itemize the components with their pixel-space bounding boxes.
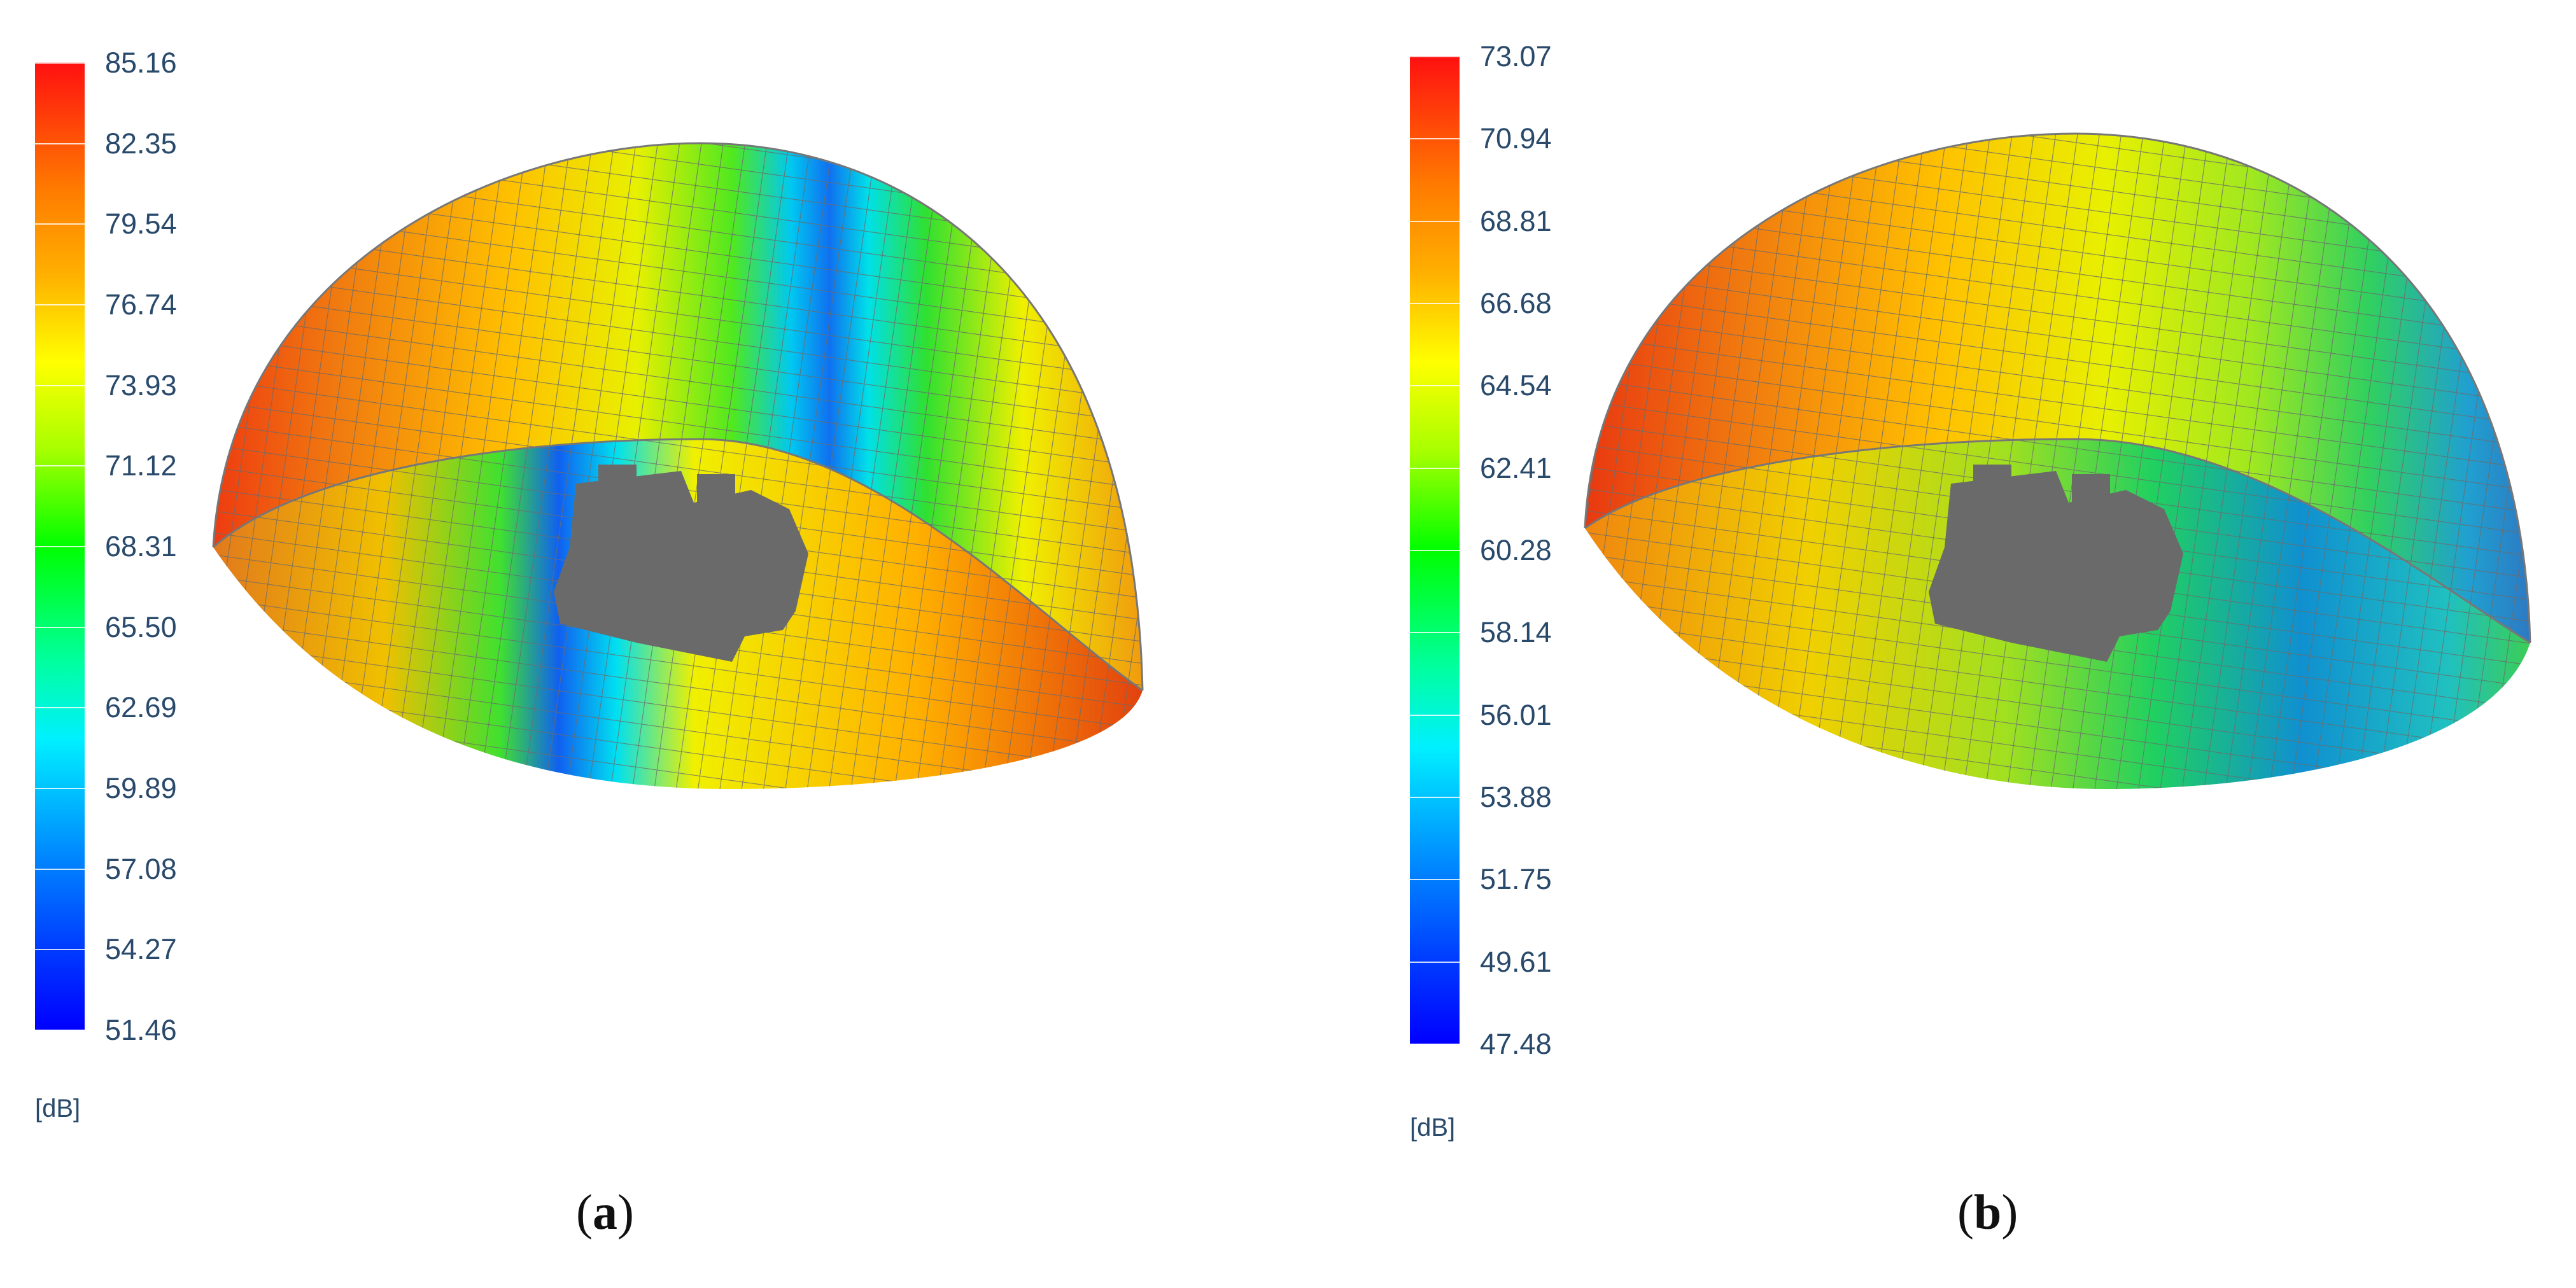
colorbar-tick-mark bbox=[1410, 56, 1460, 57]
colorbar-tick-label: 70.94 bbox=[1480, 122, 1552, 155]
colorbar-tick-label: 82.35 bbox=[105, 127, 177, 160]
colorbar-tick-label: 47.48 bbox=[1480, 1028, 1552, 1060]
colorbar-tick-label: 58.14 bbox=[1480, 616, 1552, 649]
colorbar-tick-label: 65.50 bbox=[105, 610, 177, 643]
colorbar-tick-label: 62.41 bbox=[1480, 451, 1552, 484]
colorbar-tick-mark bbox=[1410, 879, 1460, 881]
machine-object-a bbox=[554, 465, 808, 662]
colorbar-tick-label: 59.89 bbox=[105, 772, 177, 804]
colorbar-tick-mark bbox=[1410, 303, 1460, 304]
colorbar-tick-label: 57.08 bbox=[105, 852, 177, 885]
colorbar-tick-mark bbox=[1410, 467, 1460, 469]
colorbar-tick-mark bbox=[1410, 220, 1460, 222]
colorbar-tick-mark bbox=[35, 546, 85, 547]
colorbar-tick-label: 71.12 bbox=[105, 449, 177, 482]
colorbar-tick-mark bbox=[35, 465, 85, 467]
colorbar-tick-label: 85.16 bbox=[105, 46, 177, 79]
colorbar-tick-mark bbox=[1410, 550, 1460, 551]
colorbar-tick-label: 56.01 bbox=[1480, 698, 1552, 731]
colorbar-tick-mark bbox=[35, 949, 85, 951]
colorbar-tick-label: 49.61 bbox=[1480, 945, 1552, 978]
colorbar-tick-mark bbox=[1410, 385, 1460, 387]
colorbar-tick-mark bbox=[1410, 714, 1460, 716]
hemisphere-plot-a bbox=[212, 142, 1144, 789]
colorbar-tick-mark bbox=[35, 304, 85, 305]
colorbar-tick-mark bbox=[35, 626, 85, 628]
unit-label-a: [dB] bbox=[35, 1095, 81, 1123]
colorbar-tick-label: 51.46 bbox=[105, 1014, 177, 1046]
colorbar-tick-label: 66.68 bbox=[1480, 287, 1552, 319]
colorbar-tick-label: 53.88 bbox=[1480, 781, 1552, 813]
hemisphere-plot-b bbox=[1584, 132, 2531, 789]
caption-b: (b) bbox=[1957, 1184, 2018, 1240]
colorbar-tick-mark bbox=[35, 143, 85, 144]
colorbar-tick-mark bbox=[35, 384, 85, 386]
colorbar-tick-label: 64.54 bbox=[1480, 369, 1552, 402]
caption-a: (a) bbox=[576, 1184, 634, 1240]
colorbar-tick-mark bbox=[35, 868, 85, 870]
colorbar-tick-mark bbox=[35, 707, 85, 709]
colorbar-tick-mark bbox=[1410, 1044, 1460, 1045]
colorbar-tick-label: 54.27 bbox=[105, 933, 177, 966]
colorbar-tick-label: 73.93 bbox=[105, 368, 177, 402]
colorbar-tick-mark bbox=[35, 1030, 85, 1031]
colorbar-tick-label: 68.31 bbox=[105, 530, 177, 563]
colorbar-tick-label: 60.28 bbox=[1480, 534, 1552, 566]
colorbar-tick-mark bbox=[1410, 632, 1460, 634]
colorbar-tick-mark bbox=[35, 223, 85, 225]
colorbar-tick-label: 73.07 bbox=[1480, 40, 1552, 73]
machine-object-b bbox=[1929, 465, 2183, 662]
panel-a: 85.16 82.35 79.54 76.74 73.93 71.12 68.31 65.50… bbox=[0, 0, 1273, 1288]
colorbar-tick-mark bbox=[1410, 138, 1460, 140]
panel-b: 73.07 70.94 68.81 66.68 64.54 62.41 60.28 58.14… bbox=[1375, 0, 2576, 1288]
colorbar-tick-label: 79.54 bbox=[105, 207, 177, 241]
colorbar-tick-label: 76.74 bbox=[105, 288, 177, 321]
unit-label-b: [dB] bbox=[1410, 1114, 1456, 1142]
colorbar-tick-mark bbox=[35, 62, 85, 64]
colorbar-tick-mark bbox=[35, 788, 85, 789]
colorbar-tick-label: 68.81 bbox=[1480, 204, 1552, 237]
colorbar-tick-mark bbox=[1410, 961, 1460, 963]
colorbar-tick-label: 51.75 bbox=[1480, 863, 1552, 896]
colorbar-tick-mark bbox=[1410, 797, 1460, 798]
colorbar-tick-label: 62.69 bbox=[105, 691, 177, 724]
